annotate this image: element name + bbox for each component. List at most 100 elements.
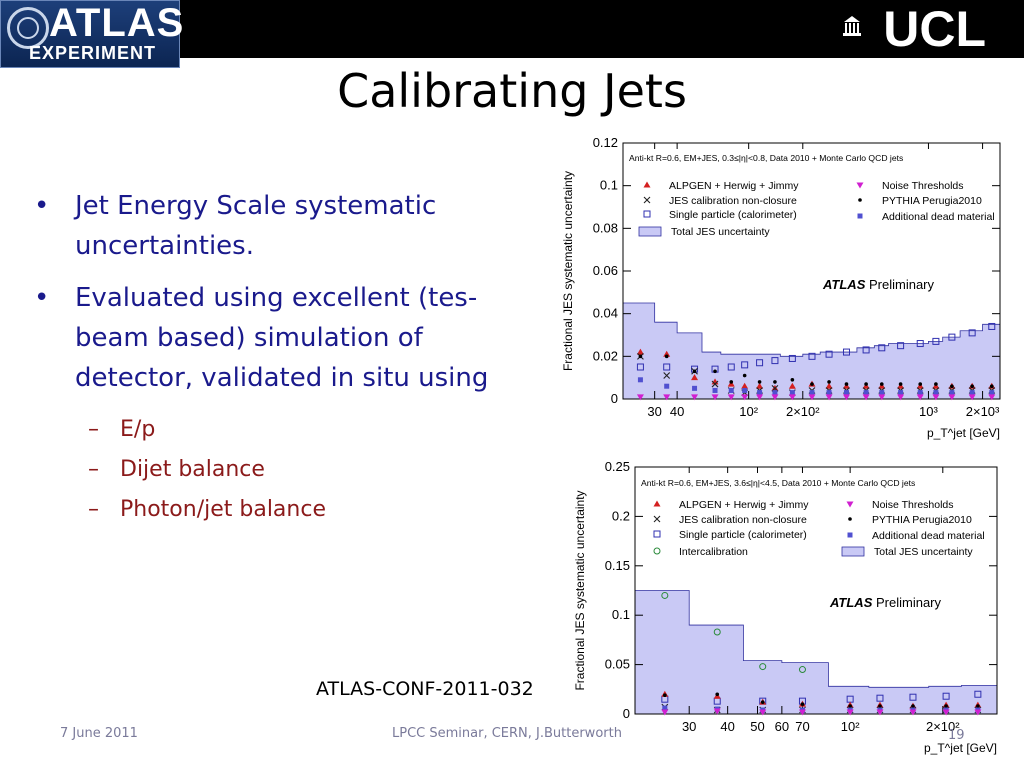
marker-cross xyxy=(663,372,671,379)
marker-square-filled xyxy=(692,385,698,391)
marker-cross xyxy=(653,515,661,523)
sub-bullet-dash-icon: – xyxy=(88,417,99,442)
marker-dot xyxy=(638,354,643,359)
legend-entry: Single particle (calorimeter) xyxy=(643,209,797,221)
footer-date: 7 June 2011 xyxy=(60,726,138,741)
marker-triangle-down xyxy=(916,394,924,401)
y-tick-label: 0.15 xyxy=(605,558,630,573)
marker-circle-open xyxy=(759,663,767,671)
marker-square-filled xyxy=(969,390,975,396)
y-tick-label: 0.1 xyxy=(612,607,630,622)
x-tick-label: 10³ xyxy=(919,404,938,419)
marker-dot xyxy=(790,378,795,382)
marker-dot xyxy=(713,369,717,374)
marker-dot xyxy=(715,692,720,697)
chart-annotation: Anti-kt R=0.6, EM+JES, 0.3≤|η|<0.8, Data… xyxy=(629,153,903,163)
marker-square-filled xyxy=(789,390,795,396)
legend-label: ALPGEN + Herwig + Jimmy xyxy=(669,180,799,192)
series-single-particle-calorimeter- xyxy=(636,322,996,373)
marker-square-open xyxy=(788,354,796,362)
chart-svg-central: 0 0.02 0.04 0.06 0.08 0.1 0.12 30 40 10² 2×10² 10³ 2… xyxy=(561,135,1001,440)
marker-square-filled xyxy=(863,390,869,396)
marker-square-filled xyxy=(664,383,670,389)
marker-triangle-down xyxy=(691,394,699,401)
legend-entry: Single particle (calorimeter) xyxy=(653,529,807,541)
x-tick-label: 40 xyxy=(670,404,684,419)
marker-dot xyxy=(879,382,884,386)
logo-line1: ATLAS xyxy=(49,1,185,45)
legend-swatch xyxy=(841,546,865,557)
bullet-item: • Jet Energy Scale systematic uncertaint… xyxy=(30,186,530,266)
marker-square-open xyxy=(909,693,917,701)
marker-dot xyxy=(848,517,852,521)
x-tick-label: 30 xyxy=(647,404,661,419)
marker-circle-open xyxy=(713,628,721,636)
atlas-preliminary-label: ATLAS Preliminary xyxy=(829,595,941,610)
sub-bullet-item: – Photon/jet balance xyxy=(30,490,530,530)
marker-dot xyxy=(976,704,980,708)
reference-note: ATLAS-CONF-2011-032 xyxy=(316,678,534,700)
marker-square-filled xyxy=(949,390,955,396)
marker-dot xyxy=(970,384,974,388)
legend-entry: Noise Thresholds xyxy=(856,180,964,192)
marker-triangle-down xyxy=(756,394,764,401)
marker-dot xyxy=(989,384,994,388)
marker-square-filled xyxy=(847,532,853,538)
y-tick-label: 0.06 xyxy=(593,263,618,278)
marker-triangle-up xyxy=(756,382,764,389)
jes-uncertainty-chart-central: 0 0.02 0.04 0.06 0.08 0.1 0.12 30 40 10² 2×10² 10³ 2… xyxy=(555,132,1010,453)
atlas-preliminary-label: ATLAS Preliminary xyxy=(822,277,934,292)
marker-square-open xyxy=(897,342,905,350)
marker-triangle-down xyxy=(636,394,644,401)
legend-entry: Total JES uncertainty xyxy=(841,546,973,558)
marker-square-open xyxy=(808,352,816,360)
legend-label: ALPGEN + Herwig + Jimmy xyxy=(679,499,809,511)
x-tick-label: 70 xyxy=(795,719,809,734)
marker-square-open xyxy=(771,357,779,365)
chart-annotation: Anti-kt R=0.6, EM+JES, 3.6≤|η|<4.5, Data… xyxy=(641,478,915,488)
marker-square-open xyxy=(741,361,749,369)
legend-label: Additional dead material xyxy=(872,530,985,542)
marker-triangle-down xyxy=(713,708,721,715)
marker-triangle-up xyxy=(691,374,699,381)
marker-dot xyxy=(844,382,849,386)
series-noise-thresholds xyxy=(661,708,982,716)
marker-dot xyxy=(742,373,747,378)
marker-triangle-down xyxy=(788,394,796,401)
legend-entry: Total JES uncertainty xyxy=(638,226,770,238)
marker-triangle-down xyxy=(942,709,950,716)
marker-dot xyxy=(950,384,954,388)
marker-triangle-down xyxy=(846,709,854,716)
marker-square-open xyxy=(988,322,996,330)
marker-square-open xyxy=(825,350,833,358)
y-tick-label: 0 xyxy=(611,391,618,406)
y-tick-label: 0.2 xyxy=(612,508,630,523)
legend-label: JES calibration non-closure xyxy=(679,514,807,526)
marker-square-filled xyxy=(898,390,904,396)
marker-dot xyxy=(810,382,814,386)
ucl-portico-icon xyxy=(843,16,861,36)
x-tick-label: 2×10³ xyxy=(966,404,1000,419)
marker-square-filled xyxy=(662,705,668,711)
series-noise-thresholds xyxy=(636,394,996,401)
series-pythia-perugia2010 xyxy=(638,354,994,388)
marker-dot xyxy=(692,369,697,374)
legend-label: Intercalibration xyxy=(679,546,748,558)
marker-cross xyxy=(643,196,651,204)
marker-square-filled xyxy=(757,390,763,396)
x-tick-label: 40 xyxy=(720,719,734,734)
marker-dot xyxy=(934,382,938,386)
legend-entry: JES calibration non-closure xyxy=(643,195,797,207)
legend-label: Total JES uncertainty xyxy=(874,546,973,558)
marker-triangle-down xyxy=(825,394,833,401)
sub-bullet-text: Photon/jet balance xyxy=(120,497,326,522)
marker-square-open xyxy=(636,363,644,371)
marker-triangle-down xyxy=(876,709,884,716)
marker-square-filled xyxy=(637,377,643,383)
marker-square-open xyxy=(968,329,976,337)
marker-triangle-down xyxy=(798,709,806,716)
y-tick-label: 0.05 xyxy=(605,657,630,672)
marker-triangle-up xyxy=(741,382,749,389)
marker-triangle-down xyxy=(741,394,749,401)
marker-dot xyxy=(760,700,765,704)
